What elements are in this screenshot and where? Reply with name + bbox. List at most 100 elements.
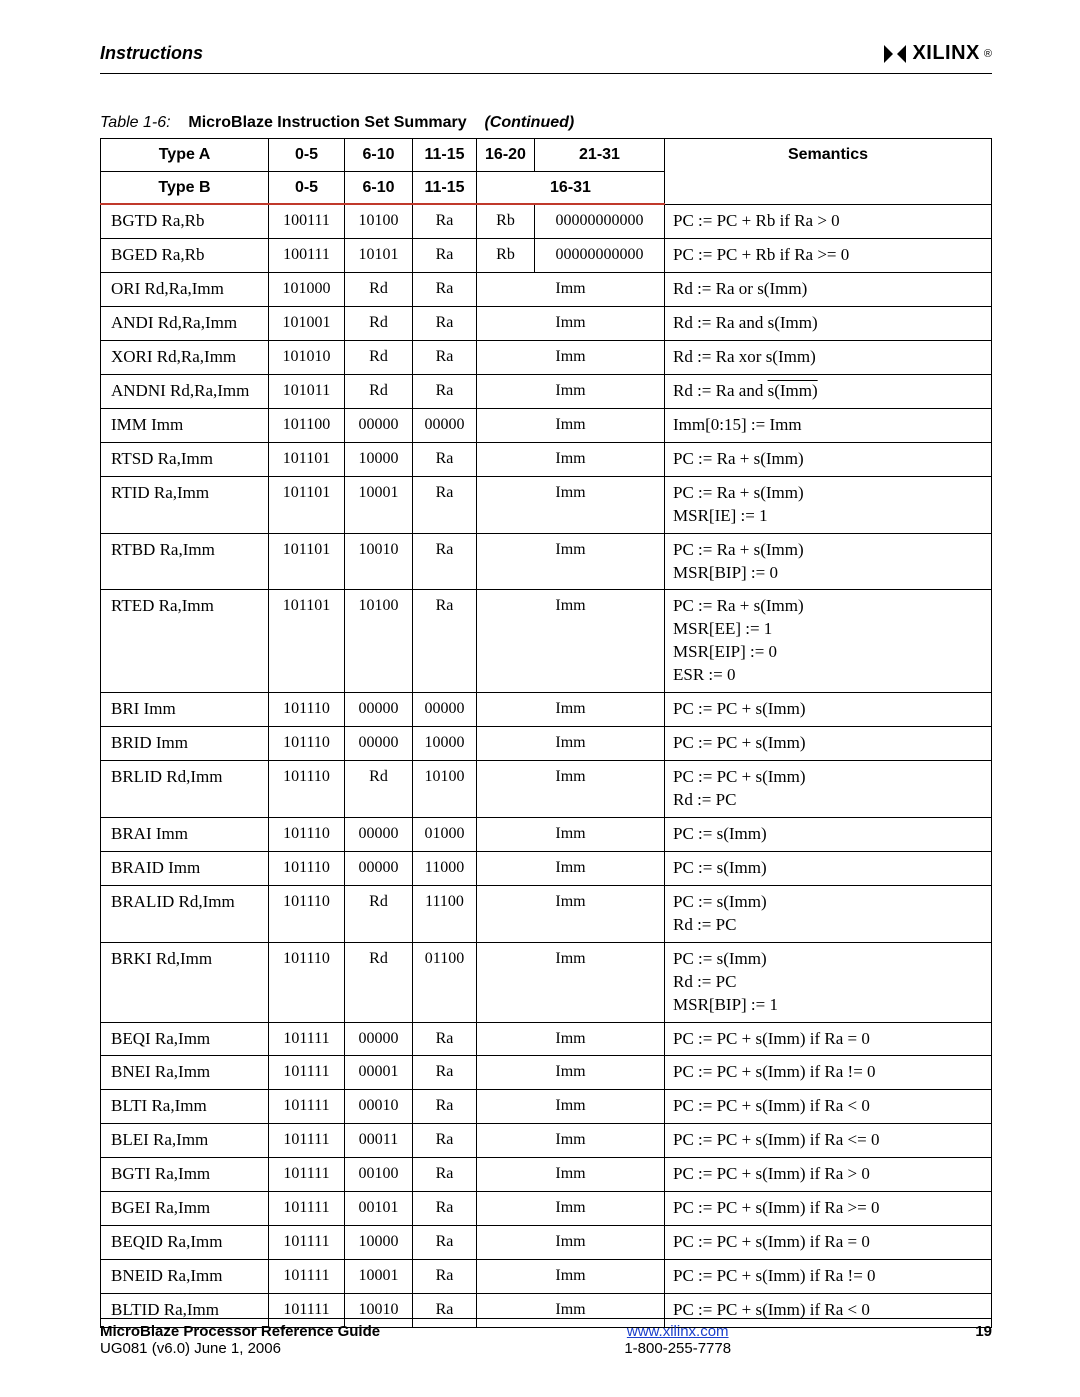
table-cell: BRALID Rd,Imm xyxy=(101,885,269,942)
table-cell: Imm xyxy=(477,1022,665,1056)
table-cell: Imm xyxy=(477,374,665,408)
table-cell: PC := s(Imm) xyxy=(665,851,992,885)
table-cell: PC := Ra + s(Imm)MSR[BIP] := 0 xyxy=(665,533,992,590)
table-cell: Ra xyxy=(413,239,477,273)
table-cell: 10100 xyxy=(413,761,477,818)
table-cell: 10000 xyxy=(413,727,477,761)
table-cell: BEQI Ra,Imm xyxy=(101,1022,269,1056)
table-cell: 11000 xyxy=(413,851,477,885)
table-cell: ANDI Rd,Ra,Imm xyxy=(101,307,269,341)
table-cell: 101111 xyxy=(269,1056,345,1090)
caption-label: Table 1-6: xyxy=(100,114,171,131)
table-cell: Rd xyxy=(345,374,413,408)
table-cell: Imm xyxy=(477,307,665,341)
table-cell: Imm xyxy=(477,1226,665,1260)
table-cell: 10001 xyxy=(345,476,413,533)
table-body: BGTD Ra,Rb10011110100RaRb00000000000PC :… xyxy=(101,204,992,1327)
table-cell: 101110 xyxy=(269,851,345,885)
table-cell: Ra xyxy=(413,273,477,307)
table-cell: PC := PC + s(Imm) if Ra < 0 xyxy=(665,1090,992,1124)
table-cell: 101001 xyxy=(269,307,345,341)
table-cell: 101101 xyxy=(269,442,345,476)
table-cell: Ra xyxy=(413,476,477,533)
table-cell: 100111 xyxy=(269,239,345,273)
table-cell: 11100 xyxy=(413,885,477,942)
table-cell: Rd xyxy=(345,942,413,1022)
table-cell: BNEID Ra,Imm xyxy=(101,1260,269,1294)
table-cell: ORI Rd,Ra,Imm xyxy=(101,273,269,307)
table-cell: 101110 xyxy=(269,817,345,851)
table-cell: IMM Imm xyxy=(101,408,269,442)
table-row: ORI Rd,Ra,Imm101000RdRaImmRd := Ra or s(… xyxy=(101,273,992,307)
table-cell: Ra xyxy=(413,1056,477,1090)
table-header: Type A 0-5 6-10 11-15 16-20 21-31 Semant… xyxy=(101,139,992,205)
table-cell: Rb xyxy=(477,239,535,273)
table-cell: BLEI Ra,Imm xyxy=(101,1124,269,1158)
table-cell: PC := Ra + s(Imm)MSR[IE] := 1 xyxy=(665,476,992,533)
table-cell: 101000 xyxy=(269,273,345,307)
footer-url-link[interactable]: www.xilinx.com xyxy=(627,1323,729,1340)
brand-logo: XILINX ® xyxy=(882,42,992,65)
table-row: BLTI Ra,Imm10111100010RaImmPC := PC + s(… xyxy=(101,1090,992,1124)
table-row: BRKI Rd,Imm101110Rd01100ImmPC := s(Imm)R… xyxy=(101,942,992,1022)
table-cell: BRAI Imm xyxy=(101,817,269,851)
section-title: Instructions xyxy=(100,43,203,64)
table-cell: Ra xyxy=(413,340,477,374)
table-cell: Ra xyxy=(413,1090,477,1124)
table-row: BNEI Ra,Imm10111100001RaImmPC := PC + s(… xyxy=(101,1056,992,1090)
table-cell: BGEI Ra,Imm xyxy=(101,1192,269,1226)
table-cell: Imm[0:15] := Imm xyxy=(665,408,992,442)
table-cell: 100111 xyxy=(269,204,345,238)
table-cell: PC := PC + s(Imm)Rd := PC xyxy=(665,761,992,818)
th-semantics: Semantics xyxy=(665,139,992,205)
table-cell: 00100 xyxy=(345,1158,413,1192)
table-row: ANDNI Rd,Ra,Imm101011RdRaImmRd := Ra and… xyxy=(101,374,992,408)
table-cell: 101011 xyxy=(269,374,345,408)
table-cell: Imm xyxy=(477,476,665,533)
th-b-1115: 11-15 xyxy=(413,171,477,204)
table-cell: 00000000000 xyxy=(535,204,665,238)
table-row: RTBD Ra,Imm10110110010RaImmPC := Ra + s(… xyxy=(101,533,992,590)
table-cell: PC := PC + Rb if Ra >= 0 xyxy=(665,239,992,273)
caption-title: MicroBlaze Instruction Set Summary xyxy=(188,114,466,131)
table-cell: Ra xyxy=(413,1158,477,1192)
table-cell: 00000 xyxy=(345,693,413,727)
table-cell: 00000 xyxy=(345,1022,413,1056)
table-cell: 00000 xyxy=(345,817,413,851)
table-cell: 101101 xyxy=(269,476,345,533)
table-cell: Rd xyxy=(345,761,413,818)
table-row: BRALID Rd,Imm101110Rd11100ImmPC := s(Imm… xyxy=(101,885,992,942)
table-cell: PC := PC + s(Imm) if Ra <= 0 xyxy=(665,1124,992,1158)
table-cell: PC := PC + s(Imm) if Ra = 0 xyxy=(665,1022,992,1056)
table-row: XORI Rd,Ra,Imm101010RdRaImmRd := Ra xor … xyxy=(101,340,992,374)
table-cell: Imm xyxy=(477,1124,665,1158)
footer-phone: 1-800-255-7778 xyxy=(624,1340,731,1357)
table-cell: Ra xyxy=(413,442,477,476)
table-row: RTID Ra,Imm10110110001RaImmPC := Ra + s(… xyxy=(101,476,992,533)
table-cell: 00000 xyxy=(345,851,413,885)
table-cell: 10010 xyxy=(345,533,413,590)
footer-guide: MicroBlaze Processor Reference Guide xyxy=(100,1323,380,1340)
table-row: BRAID Imm1011100000011000ImmPC := s(Imm) xyxy=(101,851,992,885)
table-row: BLEI Ra,Imm10111100011RaImmPC := PC + s(… xyxy=(101,1124,992,1158)
table-cell: Imm xyxy=(477,942,665,1022)
table-cell: Rd xyxy=(345,273,413,307)
table-cell: Ra xyxy=(413,307,477,341)
table-cell: Imm xyxy=(477,408,665,442)
table-cell: Rd xyxy=(345,307,413,341)
table-cell: PC := PC + s(Imm) xyxy=(665,693,992,727)
table-cell: BRLID Rd,Imm xyxy=(101,761,269,818)
footer-page: 19 xyxy=(975,1323,992,1357)
footer-left: MicroBlaze Processor Reference Guide UG0… xyxy=(100,1323,380,1357)
th-a-1115: 11-15 xyxy=(413,139,477,172)
table-row: BRID Imm1011100000010000ImmPC := PC + s(… xyxy=(101,727,992,761)
footer-mid: www.xilinx.com 1-800-255-7778 xyxy=(624,1323,731,1357)
table-cell: PC := PC + Rb if Ra > 0 xyxy=(665,204,992,238)
brand-reg: ® xyxy=(984,48,992,60)
table-cell: Imm xyxy=(477,1056,665,1090)
table-cell: BLTI Ra,Imm xyxy=(101,1090,269,1124)
table-row: ANDI Rd,Ra,Imm101001RdRaImmRd := Ra and … xyxy=(101,307,992,341)
table-cell: RTSD Ra,Imm xyxy=(101,442,269,476)
table-cell: 101110 xyxy=(269,693,345,727)
table-cell: Rd xyxy=(345,885,413,942)
